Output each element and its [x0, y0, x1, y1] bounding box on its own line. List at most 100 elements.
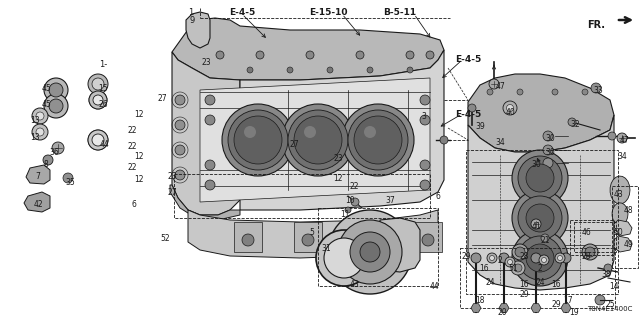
Text: 16: 16 — [551, 280, 561, 289]
Circle shape — [242, 234, 254, 246]
Polygon shape — [172, 18, 444, 80]
Circle shape — [360, 242, 380, 262]
Text: 2: 2 — [538, 264, 542, 273]
Polygon shape — [471, 304, 481, 312]
Circle shape — [327, 67, 333, 73]
Circle shape — [175, 95, 185, 105]
Circle shape — [32, 124, 48, 140]
Text: 5: 5 — [310, 228, 314, 237]
Polygon shape — [499, 304, 509, 312]
Circle shape — [582, 244, 598, 260]
Circle shape — [205, 115, 215, 125]
Text: 48: 48 — [623, 206, 633, 215]
Circle shape — [422, 234, 434, 246]
Circle shape — [244, 126, 256, 138]
Text: 14: 14 — [609, 282, 619, 291]
Text: 22: 22 — [127, 126, 137, 135]
Text: 26: 26 — [98, 100, 108, 109]
Text: 18: 18 — [476, 296, 484, 305]
Circle shape — [555, 253, 565, 263]
Circle shape — [490, 255, 495, 260]
Circle shape — [518, 156, 562, 200]
Circle shape — [420, 95, 430, 105]
Circle shape — [526, 204, 554, 232]
Text: FR.: FR. — [587, 20, 605, 30]
Circle shape — [304, 126, 316, 138]
Text: 35: 35 — [65, 178, 75, 187]
Circle shape — [36, 112, 44, 120]
Bar — [460, 248, 615, 308]
Text: 31: 31 — [321, 244, 331, 253]
Circle shape — [489, 79, 499, 89]
Circle shape — [595, 295, 605, 305]
Polygon shape — [468, 74, 614, 152]
Circle shape — [561, 253, 571, 263]
Polygon shape — [170, 185, 240, 220]
Text: 22: 22 — [349, 182, 359, 191]
Text: 34: 34 — [495, 138, 505, 147]
Circle shape — [517, 89, 523, 95]
Circle shape — [175, 170, 185, 180]
Text: 32: 32 — [570, 120, 580, 129]
Circle shape — [256, 51, 264, 59]
Text: 44: 44 — [430, 282, 440, 291]
Circle shape — [617, 133, 627, 143]
Text: 19: 19 — [569, 308, 579, 317]
Circle shape — [247, 67, 253, 73]
Circle shape — [88, 130, 108, 150]
Text: 40: 40 — [505, 108, 515, 117]
Polygon shape — [614, 220, 632, 236]
Polygon shape — [531, 304, 541, 312]
Circle shape — [49, 83, 63, 97]
Text: 13: 13 — [30, 133, 40, 142]
Circle shape — [518, 196, 562, 240]
Polygon shape — [188, 210, 438, 258]
Circle shape — [543, 158, 553, 168]
Circle shape — [205, 95, 215, 105]
Bar — [574, 222, 616, 252]
Text: 45: 45 — [41, 100, 51, 109]
Circle shape — [32, 108, 48, 124]
Circle shape — [356, 51, 364, 59]
Text: 27: 27 — [167, 188, 177, 197]
Text: 30: 30 — [545, 148, 555, 157]
Text: 17: 17 — [563, 296, 573, 305]
Text: T8N4E1400C: T8N4E1400C — [587, 306, 632, 312]
Circle shape — [505, 257, 515, 267]
Polygon shape — [172, 52, 240, 215]
Circle shape — [288, 110, 348, 170]
Circle shape — [49, 99, 63, 113]
Circle shape — [287, 67, 293, 73]
Circle shape — [420, 115, 430, 125]
Text: E-4-5: E-4-5 — [229, 8, 255, 17]
Circle shape — [205, 180, 215, 190]
Text: 24: 24 — [485, 278, 495, 287]
Text: 38: 38 — [601, 270, 611, 279]
Circle shape — [526, 244, 554, 272]
Text: 39: 39 — [475, 122, 485, 131]
Text: 1: 1 — [188, 8, 194, 17]
Text: 45: 45 — [41, 84, 51, 93]
Circle shape — [552, 89, 558, 95]
Circle shape — [348, 110, 408, 170]
Text: 30: 30 — [545, 134, 555, 143]
Text: 15: 15 — [98, 84, 108, 93]
Circle shape — [351, 198, 359, 206]
Circle shape — [216, 51, 224, 59]
Circle shape — [608, 132, 616, 140]
Circle shape — [354, 116, 402, 164]
Text: 1-: 1- — [99, 60, 107, 69]
Circle shape — [88, 74, 108, 94]
Text: 16: 16 — [479, 264, 489, 273]
Text: 20: 20 — [497, 308, 507, 317]
Bar — [354, 222, 382, 252]
Text: 30: 30 — [531, 160, 541, 169]
Text: 12: 12 — [134, 110, 144, 119]
Polygon shape — [186, 12, 210, 48]
Text: 13: 13 — [30, 116, 40, 125]
Circle shape — [362, 234, 374, 246]
Circle shape — [282, 104, 354, 176]
Text: 33: 33 — [593, 86, 603, 95]
Circle shape — [92, 134, 104, 146]
Circle shape — [52, 142, 64, 154]
